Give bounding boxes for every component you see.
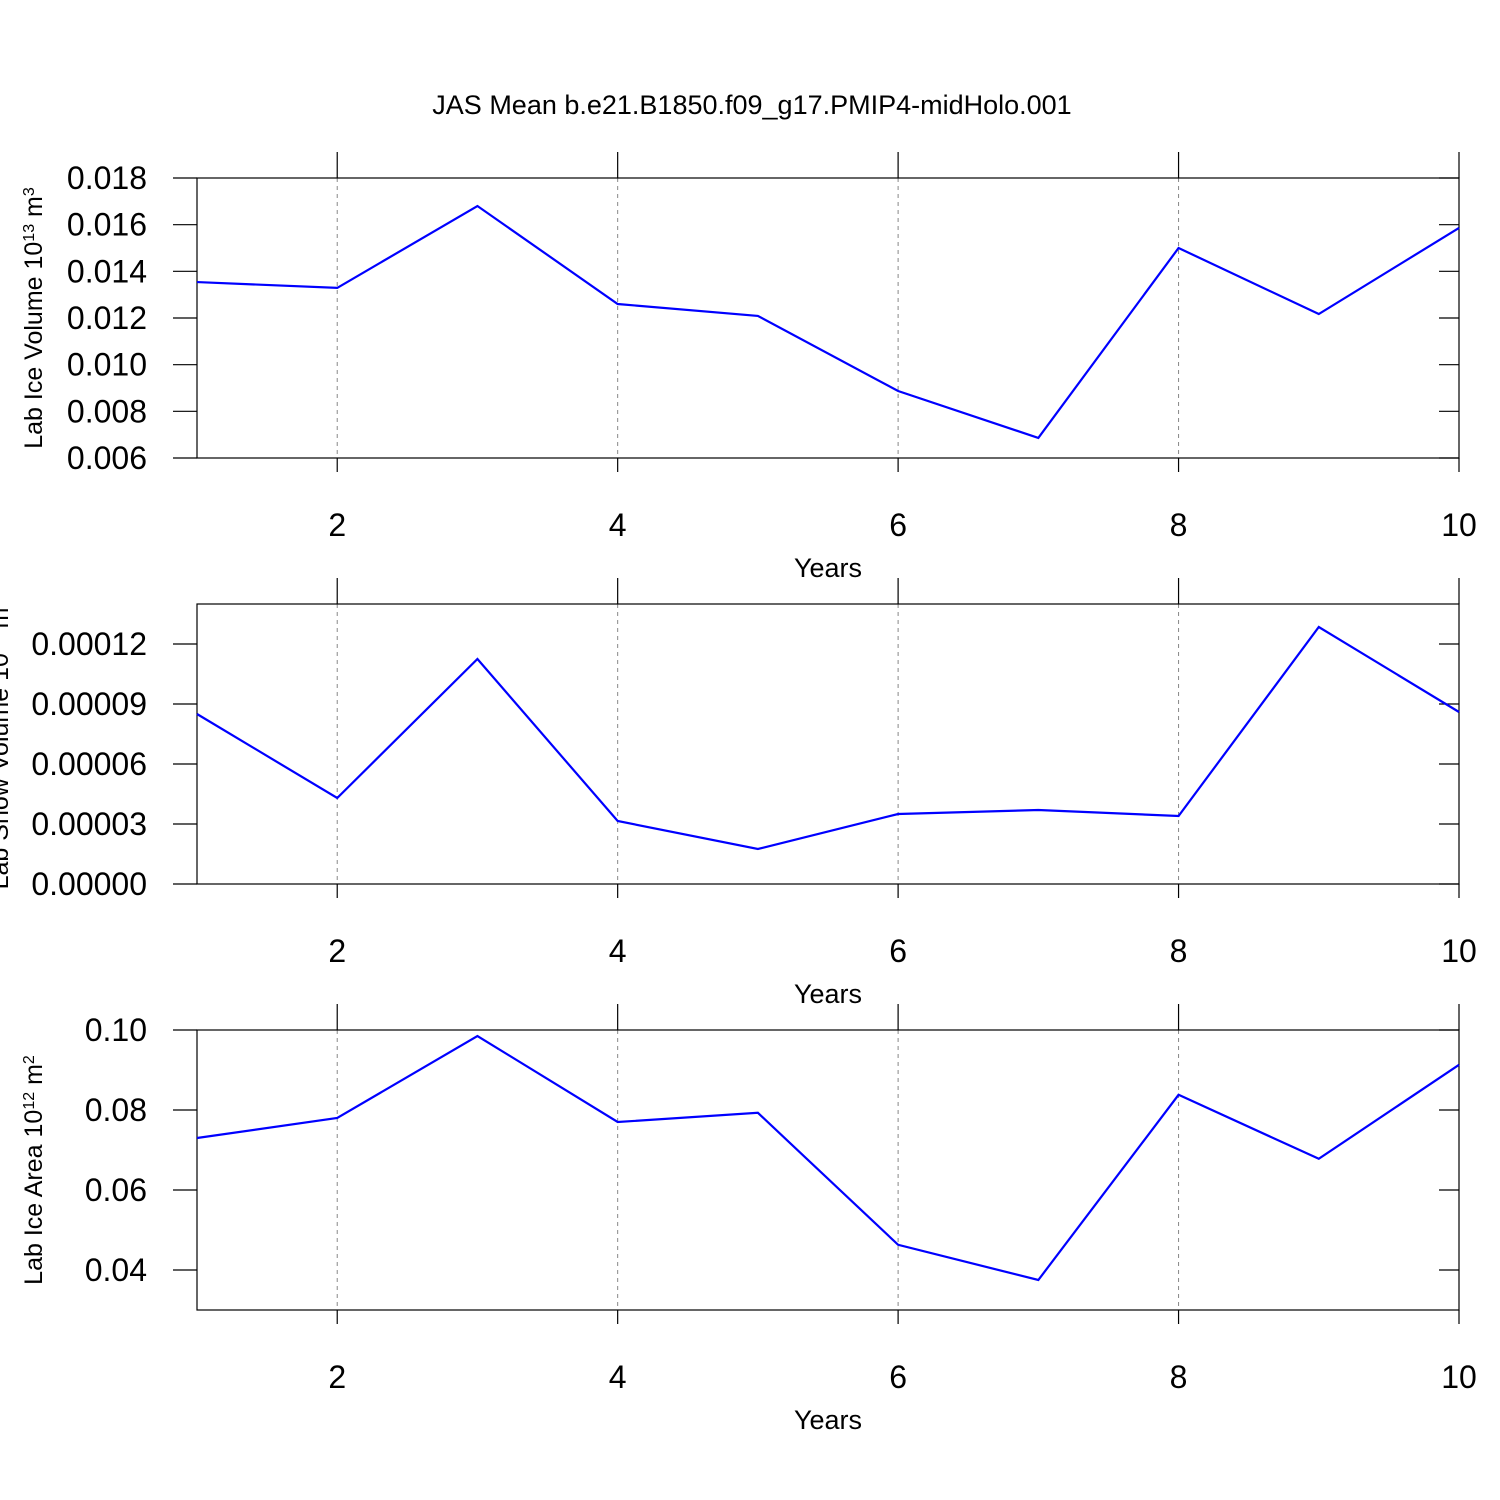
y-axis-label-exponent: 3 (0, 599, 4, 608)
x-tick-label: 8 (1170, 507, 1188, 543)
data-line (196, 625, 1460, 851)
y-axis-label-exponent: 13 (21, 224, 38, 242)
y-axis-label-text: Lab Snow Volume 10 (0, 653, 14, 889)
x-tick-label: 2 (328, 1359, 346, 1395)
x-tick-label: 2 (328, 507, 346, 543)
y-tick-label: 0.04 (85, 1252, 147, 1288)
x-tick-label: 10 (1441, 1359, 1477, 1395)
data-line (196, 1034, 1460, 1282)
y-axis-label-text: m (20, 1064, 48, 1092)
y-tick-label: 0.008 (67, 393, 147, 429)
x-tick-label: 8 (1170, 1359, 1188, 1395)
y-tick-label: 0.08 (85, 1092, 147, 1128)
x-tick-label: 4 (609, 1359, 627, 1395)
y-axis-label-exponent: 13 (0, 635, 4, 653)
y-tick-label: 0.016 (67, 207, 147, 243)
x-tick-label: 4 (609, 507, 627, 543)
y-tick-label: 0.10 (85, 1012, 147, 1048)
figure-title: JAS Mean b.e21.B1850.f09_g17.PMIP4-midHo… (432, 90, 1071, 120)
y-tick-label: 0.014 (67, 253, 147, 289)
y-axis-label-text: m (20, 196, 48, 224)
y-tick-label: 0.00003 (31, 806, 147, 842)
x-tick-label: 2 (328, 933, 346, 969)
y-tick-label: 0.06 (85, 1172, 147, 1208)
x-axis-label: Years (794, 979, 862, 1009)
plot-frame (196, 1029, 1460, 1311)
y-axis-label-text: Lab Ice Volume 10 (20, 242, 48, 449)
data-line (196, 204, 1460, 440)
plot-frame (196, 603, 1460, 885)
x-tick-label: 10 (1441, 933, 1477, 969)
y-axis-label-text: Lab Ice Area 10 (20, 1110, 48, 1285)
x-tick-label: 8 (1170, 933, 1188, 969)
y-axis-label-text: m (0, 608, 14, 636)
y-tick-label: 0.018 (67, 160, 147, 196)
y-axis-label-exponent: 2 (21, 1055, 38, 1064)
y-axis-label-exponent: 12 (21, 1092, 38, 1110)
y-tick-label: 0.00009 (31, 686, 147, 722)
x-tick-label: 6 (889, 1359, 907, 1395)
y-tick-label: 0.010 (67, 347, 147, 383)
y-tick-label: 0.00000 (31, 866, 147, 902)
x-axis-label: Years (794, 553, 862, 583)
x-tick-label: 6 (889, 933, 907, 969)
x-axis-label: Years (794, 1405, 862, 1435)
y-axis-label: Lab Ice Area 1012 m2 (20, 1055, 48, 1285)
y-tick-label: 0.006 (67, 440, 147, 476)
x-tick-label: 6 (889, 507, 907, 543)
x-tick-label: 4 (609, 933, 627, 969)
x-tick-label: 10 (1441, 507, 1477, 543)
y-axis-label-exponent: 3 (21, 187, 38, 196)
y-axis-label: Lab Snow Volume 1013 m3 (0, 599, 14, 890)
y-tick-label: 0.012 (67, 300, 147, 336)
plot-frame (196, 177, 1460, 459)
y-tick-label: 0.00006 (31, 746, 147, 782)
y-axis-label: Lab Ice Volume 1013 m3 (20, 187, 48, 449)
y-tick-label: 0.00012 (31, 626, 147, 662)
